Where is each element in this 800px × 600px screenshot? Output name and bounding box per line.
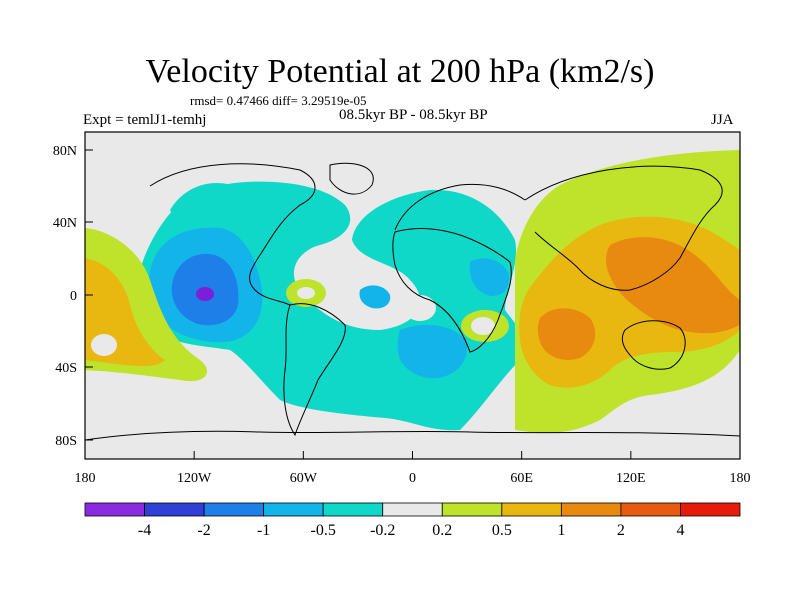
colorbar-swatch (680, 502, 741, 517)
coast-asia (524, 165, 723, 291)
contour-field (85, 132, 740, 459)
colorbar-swatch (203, 502, 265, 517)
coastlines (85, 162, 740, 441)
coast-south-america (283, 303, 346, 437)
colorbar-label: 0.2 (432, 522, 452, 539)
contour-neutral-caribbean (297, 287, 315, 299)
contour-neutral-south-africa (471, 317, 495, 335)
colorbar-swatch (620, 502, 681, 517)
lon-tick-label: 120W (177, 471, 212, 486)
contour-neutral-dateline (91, 334, 117, 356)
colorbar-label: -0.2 (370, 522, 395, 539)
lon-tick-label: 120E (616, 471, 646, 486)
lon-tick-label: 60E (510, 471, 533, 486)
colorbar-swatch (382, 502, 443, 517)
lat-axis: 80N 40N 0 40S 80S (53, 144, 93, 449)
coast-greenland (329, 162, 374, 195)
lat-tick-label: 80N (53, 144, 77, 159)
coast-africa (392, 228, 512, 353)
lat-tick-label: 80S (55, 434, 77, 449)
lat-tick-label: 40N (53, 216, 77, 231)
colorbar-swatch (322, 502, 384, 517)
colorbar-label: -0.5 (311, 522, 336, 539)
colorbar-swatch (441, 502, 503, 517)
colorbar-label: 0.5 (492, 522, 512, 539)
stats-text: rmsd= 0.47466 diff= 3.29519e-05 (190, 93, 367, 108)
colorbar-swatch (144, 502, 205, 517)
lon-axis: 180 120W 60W 0 60E 120E 180 (75, 451, 751, 486)
contour-neg-0-5-north-atlantic (359, 285, 391, 309)
coast-europe (394, 183, 526, 231)
coast-north-america (149, 163, 316, 306)
coast-australia (621, 320, 686, 370)
colorbar-swatch (263, 502, 324, 517)
period-label: 08.5kyr BP - 08.5kyr BP (339, 107, 488, 123)
lon-tick-label: 180 (75, 471, 96, 486)
season-label: JJA (711, 112, 734, 128)
experiment-label: Expt = temlJ1-temhj (83, 112, 207, 128)
map-title: Velocity Potential at 200 hPa (km2/s) (145, 53, 655, 90)
colorbar-label: 2 (617, 522, 625, 539)
contour-pos-1-asia-pacific (605, 237, 740, 334)
lat-tick-label: 0 (70, 289, 77, 304)
colorbar-swatch (501, 502, 562, 517)
colorbar-label: -1 (257, 522, 270, 539)
colorbar: -4 -2 -1 -0.5 -0.2 0.2 0.5 1 2 4 (84, 502, 741, 539)
colorbar-swatch (84, 502, 145, 517)
colorbar-label: 4 (676, 522, 684, 539)
contour-pos-1-indian-ocean (537, 308, 596, 361)
contour-neg-0-5-africa (469, 258, 510, 296)
colorbar-label: -2 (197, 522, 210, 539)
lon-tick-label: 60W (290, 471, 318, 486)
contour-neg-0-2-north-america (170, 182, 255, 231)
contour-neutral-gulf (404, 295, 436, 321)
colorbar-label: -4 (138, 522, 151, 539)
lat-tick-label: 40S (55, 361, 77, 376)
contour-neg-4-core (196, 287, 214, 301)
lon-tick-label: 0 (409, 471, 416, 486)
coast-antarctica (85, 430, 740, 441)
contour-neg-0-5-atlantic (397, 324, 467, 379)
colorbar-label: 1 (557, 522, 565, 539)
colorbar-swatch (560, 502, 622, 517)
lon-tick-label: 180 (730, 471, 751, 486)
